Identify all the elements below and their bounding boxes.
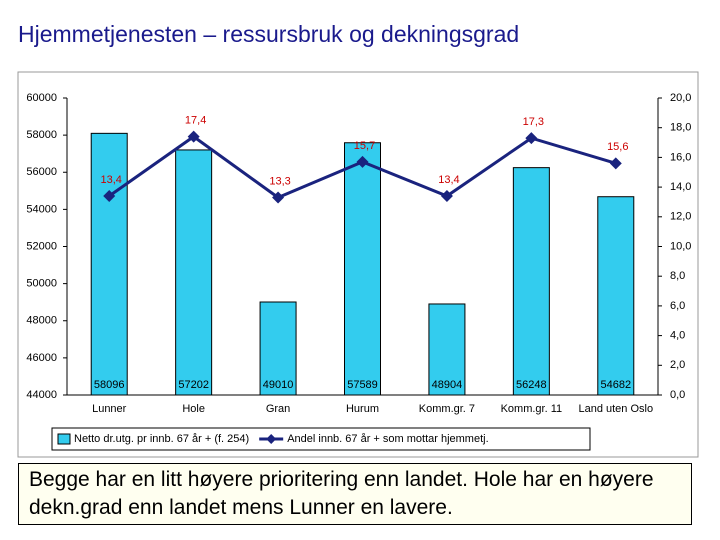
y2-tick-label: 4,0 <box>670 330 685 342</box>
y-tick-label: 58000 <box>26 129 57 141</box>
y2-tick-label: 16,0 <box>670 151 691 163</box>
legend-marker <box>266 434 277 444</box>
bar-value-label: 54682 <box>600 379 631 391</box>
y-tick-label: 60000 <box>26 92 57 104</box>
bar-value-label: 48904 <box>432 379 463 391</box>
bar <box>175 149 213 396</box>
y2-tick-label: 12,0 <box>670 211 691 223</box>
bar-value-label: 58096 <box>94 379 125 391</box>
y-tick-label: 44000 <box>26 389 57 401</box>
chart: Hjemmetjenesten – ressursbruk og dekning… <box>17 21 699 458</box>
bar <box>597 196 635 396</box>
bar <box>90 132 128 396</box>
y-tick-label: 48000 <box>26 315 57 327</box>
bar-value-label: 56248 <box>516 379 547 391</box>
y-tick-label: 52000 <box>26 240 57 252</box>
bar-value-label: 57202 <box>178 379 209 391</box>
y-tick-label: 46000 <box>26 352 57 364</box>
y-tick-label: 56000 <box>26 166 57 178</box>
x-tick-label: Lunner <box>92 403 127 415</box>
x-tick-label: Hole <box>182 403 205 415</box>
line-marker <box>103 190 116 203</box>
y2-tick-label: 2,0 <box>670 359 685 371</box>
legend-box <box>51 427 591 451</box>
line-value-label: 17,3 <box>523 116 544 128</box>
legend-swatch <box>57 433 71 445</box>
legend-label: Andel innb. 67 år + som mottar hjemmetj. <box>287 433 488 445</box>
y2-tick-label: 8,0 <box>670 270 685 282</box>
line-value-label: 13,3 <box>269 175 290 187</box>
line-marker <box>440 190 453 203</box>
line-marker <box>272 191 285 204</box>
bar <box>259 301 297 396</box>
bar <box>428 303 466 396</box>
line-marker <box>525 132 538 145</box>
x-tick-label: Hurum <box>346 403 379 415</box>
y2-tick-label: 6,0 <box>670 300 685 312</box>
y2-tick-label: 20,0 <box>670 92 691 104</box>
y2-tick-label: 14,0 <box>670 181 691 193</box>
x-tick-label: Land uten Oslo <box>578 403 653 415</box>
line-value-label: 15,6 <box>607 141 628 153</box>
legend-label: Netto dr.utg. pr innb. 67 år + (f. 254) <box>74 433 249 445</box>
y2-tick-label: 18,0 <box>670 122 691 134</box>
x-tick-label: Komm.gr. 11 <box>501 403 563 415</box>
x-tick-label: Gran <box>266 403 290 415</box>
text-box: Begge har en litt høyere prioritering en… <box>18 463 692 525</box>
line-marker <box>187 130 200 143</box>
line-value-label: 15,7 <box>354 140 375 152</box>
line-value-label: 13,4 <box>438 174 459 186</box>
y-tick-label: 50000 <box>26 278 57 290</box>
line-value-label: 17,4 <box>185 115 206 127</box>
line-marker <box>356 155 369 168</box>
bar-value-label: 49010 <box>263 379 294 391</box>
y2-tick-label: 0,0 <box>670 389 685 401</box>
line-value-label: 13,4 <box>101 174 122 186</box>
x-tick-label: Komm.gr. 7 <box>419 403 475 415</box>
bar-value-label: 57589 <box>347 379 378 391</box>
bar <box>512 167 550 396</box>
bar <box>344 142 381 396</box>
y-tick-label: 54000 <box>26 203 57 215</box>
chart-title: Hjemmetjenesten – ressursbruk og dekning… <box>18 21 519 47</box>
line-marker <box>609 157 622 170</box>
y2-tick-label: 10,0 <box>670 240 691 252</box>
